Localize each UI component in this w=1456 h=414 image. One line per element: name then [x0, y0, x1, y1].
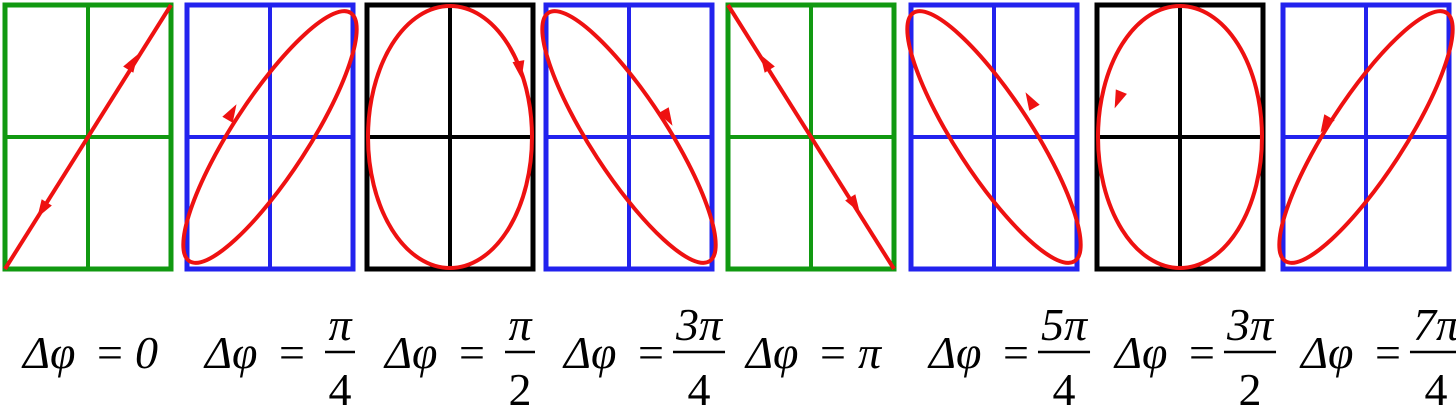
trajectory — [540, 9, 718, 265]
delta-phi: Δφ — [927, 327, 981, 378]
panel-frame — [725, 2, 897, 272]
trajectory — [726, 3, 896, 271]
denominator: 4 — [688, 364, 711, 414]
phase-value: 0 — [135, 327, 158, 378]
trajectory — [1096, 4, 1264, 270]
delta-phi: Δφ — [21, 327, 75, 378]
delta-phi: Δφ — [744, 327, 798, 378]
panel-frame — [184, 2, 356, 272]
denominator: 2 — [509, 364, 532, 414]
delta-phi: Δφ — [203, 327, 257, 378]
panel-frame — [908, 2, 1080, 272]
delta-phi: Δφ — [383, 327, 437, 378]
direction-arrow — [222, 104, 237, 123]
denominator: 2 — [1239, 364, 1262, 414]
numerator: π — [508, 299, 533, 350]
direction-arrow — [123, 54, 138, 73]
direction-arrow — [1025, 92, 1040, 111]
delta-phi: Δφ — [1299, 327, 1353, 378]
numerator: 7π — [1413, 299, 1456, 350]
numerator: 3π — [675, 299, 724, 350]
equals-sign: = — [638, 327, 664, 378]
equals-sign: = — [1189, 327, 1215, 378]
equals-sign: = — [820, 327, 846, 378]
panel-frame — [2, 2, 174, 272]
numerator: 5π — [1041, 299, 1089, 350]
delta-phi: Δφ — [562, 327, 616, 378]
direction-arrow — [37, 199, 52, 218]
trajectory — [366, 4, 534, 270]
trajectory — [3, 3, 173, 271]
direction-arrow — [512, 60, 525, 79]
equals-sign: = — [1375, 327, 1401, 378]
panel-frame — [543, 2, 715, 272]
delta-phi: Δφ — [1113, 327, 1167, 378]
direction-arrow — [1320, 114, 1335, 133]
denominator: 4 — [1425, 364, 1448, 414]
equals-sign: = — [97, 327, 123, 378]
direction-arrow — [760, 54, 775, 73]
denominator: 4 — [329, 364, 352, 414]
equals-sign: = — [459, 327, 485, 378]
direction-arrow — [845, 194, 860, 213]
phase-value: π — [858, 327, 883, 378]
trajectory — [181, 9, 359, 265]
panel-frame — [1280, 2, 1452, 272]
direction-arrow — [658, 107, 673, 126]
trajectory — [1277, 9, 1455, 265]
equals-sign: = — [279, 327, 305, 378]
equals-sign: = — [1003, 327, 1029, 378]
numerator: π — [328, 299, 353, 350]
numerator: 3π — [1226, 299, 1275, 350]
direction-arrow — [1114, 89, 1127, 109]
trajectory — [905, 9, 1083, 265]
denominator: 4 — [1053, 364, 1076, 414]
